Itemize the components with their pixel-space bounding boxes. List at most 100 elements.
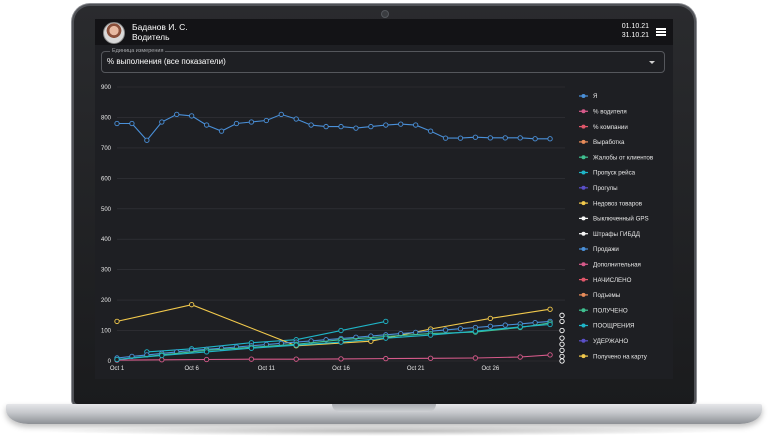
legend-label: ПООЩРЕНИЯ xyxy=(593,323,635,330)
data-point xyxy=(114,318,120,325)
data-point xyxy=(472,355,479,361)
legend-dot xyxy=(581,185,586,190)
data-point xyxy=(547,321,553,328)
laptop-base xyxy=(6,404,762,424)
data-point xyxy=(144,137,150,143)
user-role: Водитель xyxy=(132,32,170,42)
data-point xyxy=(559,347,565,353)
legend-label: Пропуск рейса xyxy=(593,170,636,177)
data-point xyxy=(278,111,284,118)
unit-select[interactable]: Единица измерения % выполнения (все пока… xyxy=(101,47,665,73)
legend-dot xyxy=(581,262,586,267)
data-point xyxy=(368,123,374,130)
data-point xyxy=(517,354,523,360)
legend-label: Выключенный GPS xyxy=(593,216,649,223)
data-point xyxy=(248,356,255,362)
app-screen: Баданов И. С. Водитель 01.10.21 31.10.21… xyxy=(95,19,673,379)
data-point xyxy=(427,128,434,134)
data-point xyxy=(472,328,479,334)
x-tick-label: Oct 16 xyxy=(332,366,350,372)
line-chart: 0 100 200 300 400 500 600 700 800 900 Oct 1 Oct 6 Oc… xyxy=(101,85,654,372)
y-tick-label: 900 xyxy=(101,85,112,91)
data-point xyxy=(159,119,165,125)
camera-icon xyxy=(381,10,389,18)
legend-dot xyxy=(581,277,586,282)
data-point xyxy=(233,120,240,127)
legend-dot xyxy=(581,323,586,328)
legend-dot xyxy=(581,94,586,98)
unit-select-label: Единица измерения xyxy=(110,47,166,55)
legend-label: Я xyxy=(593,93,597,100)
legend-label: ПОЛУЧЕНО xyxy=(593,307,628,314)
data-point xyxy=(338,339,344,345)
data-point xyxy=(547,352,553,358)
data-point xyxy=(487,315,493,322)
y-tick-label: 700 xyxy=(101,146,112,152)
data-point xyxy=(413,122,419,128)
data-point xyxy=(293,116,299,122)
data-point xyxy=(398,121,404,127)
legend-label: % водителя xyxy=(593,109,627,116)
data-point xyxy=(203,122,210,128)
legend-dot xyxy=(581,231,586,236)
x-tick-label: Oct 1 xyxy=(110,366,125,372)
data-point xyxy=(263,117,269,124)
data-point xyxy=(517,135,523,141)
avatar[interactable] xyxy=(103,22,125,44)
data-point xyxy=(413,329,419,336)
laptop-notch xyxy=(332,404,436,412)
legend-label: Продажи xyxy=(593,246,619,253)
data-point xyxy=(203,356,210,363)
y-tick-label: 0 xyxy=(108,359,112,365)
x-tick-label: Oct 6 xyxy=(184,366,199,372)
x-tick-label: Oct 11 xyxy=(258,366,276,372)
x-tick-label: Oct 21 xyxy=(407,366,425,372)
data-point xyxy=(559,312,565,318)
data-point xyxy=(114,120,120,127)
legend-dot xyxy=(581,338,586,343)
legend-dot xyxy=(581,155,586,160)
y-tick-label: 500 xyxy=(101,207,112,213)
y-tick-label: 800 xyxy=(101,115,112,121)
legend-dot xyxy=(581,124,586,129)
data-point xyxy=(293,342,299,348)
data-point xyxy=(189,113,195,119)
y-tick-label: 600 xyxy=(101,176,112,182)
data-point xyxy=(517,324,523,330)
data-point xyxy=(457,135,464,141)
chevron-down-icon[interactable] xyxy=(649,61,655,64)
data-point xyxy=(383,335,389,341)
data-point xyxy=(502,135,508,141)
data-point xyxy=(308,122,314,128)
date-from[interactable]: 01.10.21 xyxy=(621,23,649,30)
data-point xyxy=(383,355,389,362)
data-point xyxy=(472,134,479,140)
legend-label: Получено на карту xyxy=(593,353,648,360)
data-point xyxy=(174,111,180,118)
legend-label: Подъемы xyxy=(593,292,621,299)
data-point xyxy=(457,326,464,332)
data-point xyxy=(159,352,165,359)
legend-label: % компании xyxy=(593,124,628,131)
date-to[interactable]: 31.10.21 xyxy=(621,32,649,39)
legend-label: Штрафы ГИБДД xyxy=(593,231,641,238)
data-point xyxy=(487,135,493,141)
data-point xyxy=(248,119,255,125)
hamburger-menu-icon[interactable] xyxy=(656,28,666,36)
data-point xyxy=(293,356,299,362)
legend-label: Жалобы от клиентов xyxy=(593,154,654,161)
data-point xyxy=(559,318,565,325)
legend-dot xyxy=(581,292,586,297)
data-point xyxy=(248,345,255,351)
legend-dot xyxy=(581,139,586,144)
data-point xyxy=(559,335,565,341)
data-point xyxy=(203,349,210,355)
x-tick-label: Oct 26 xyxy=(481,366,499,372)
data-point xyxy=(383,122,389,128)
data-point xyxy=(547,306,553,312)
data-point xyxy=(532,136,538,142)
data-point xyxy=(383,318,389,325)
data-point xyxy=(559,358,565,364)
data-point xyxy=(129,120,135,127)
y-tick-label: 300 xyxy=(101,268,112,274)
